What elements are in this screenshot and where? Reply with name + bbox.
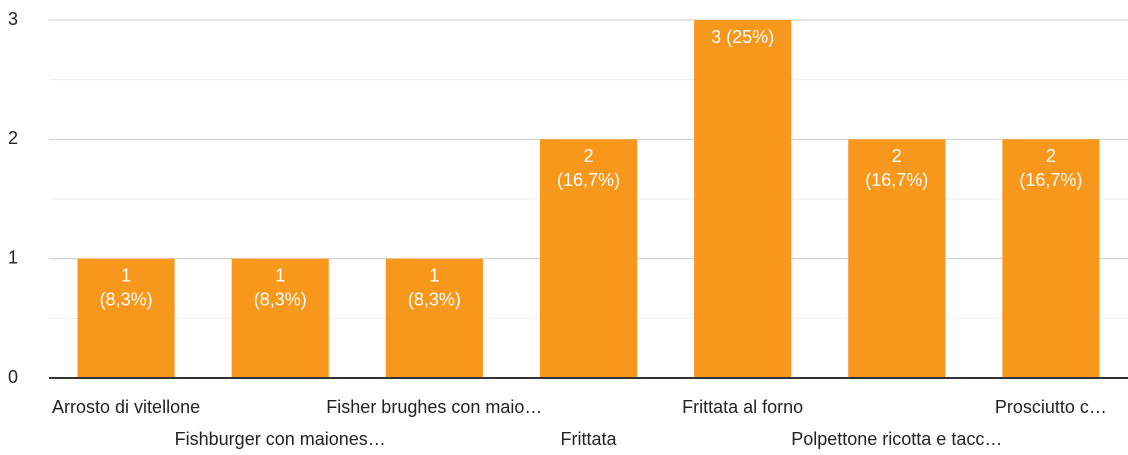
bar: [848, 139, 946, 378]
value-label: 2: [583, 146, 593, 166]
value-label: (8,3%): [254, 289, 307, 309]
x-tick-label: Frittata: [560, 429, 617, 449]
bar: [1002, 139, 1100, 378]
value-label: 2: [892, 146, 902, 166]
value-label: (16,7%): [557, 170, 620, 190]
value-label: 2: [1046, 146, 1056, 166]
bar: [694, 20, 792, 378]
x-tick-label: Arrosto di vitellone: [52, 397, 200, 417]
value-label: 3 (25%): [711, 27, 774, 47]
y-tick-label: 2: [8, 128, 18, 148]
value-label: 1: [429, 265, 439, 285]
x-tick-label: Frittata al forno: [682, 397, 803, 417]
bar: [77, 258, 175, 378]
value-label: (8,3%): [100, 289, 153, 309]
x-tick-label: Prosciutto c…: [995, 397, 1107, 417]
value-label: (16,7%): [865, 170, 928, 190]
value-label: 1: [121, 265, 131, 285]
value-label: 1: [275, 265, 285, 285]
bar: [231, 258, 329, 378]
x-tick-label: Fisher brughes con maio…: [326, 397, 542, 417]
value-label: (8,3%): [408, 289, 461, 309]
value-label: (16,7%): [1019, 170, 1082, 190]
bar: [385, 258, 483, 378]
bar: [539, 139, 638, 378]
y-tick-label: 0: [8, 367, 18, 387]
y-tick-label: 1: [8, 247, 18, 267]
y-tick-label: 3: [8, 9, 18, 29]
x-tick-label: Polpettone ricotta e tacc…: [791, 429, 1002, 449]
x-tick-label: Fishburger con maiones…: [175, 429, 386, 449]
